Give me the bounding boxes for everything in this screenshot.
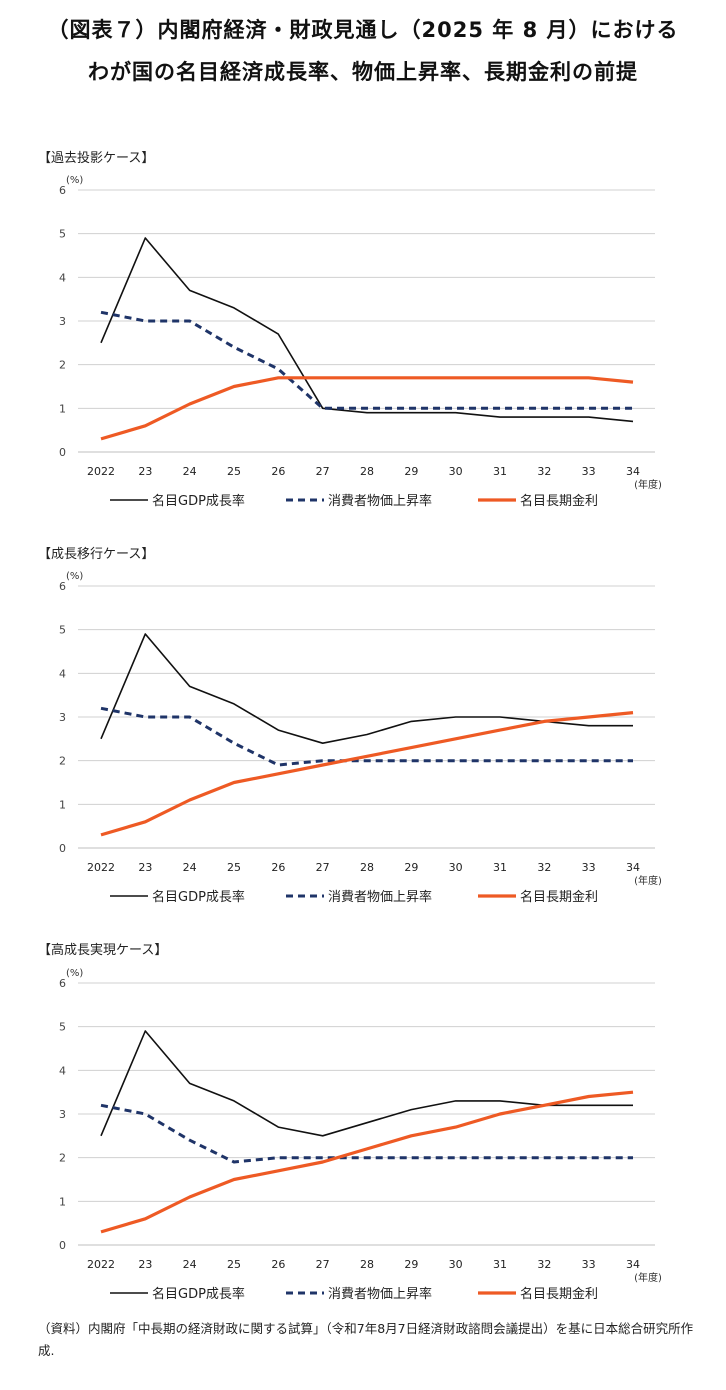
series-line-rate — [100, 711, 634, 837]
series-line-gdp — [100, 1030, 633, 1137]
legend-label-cpi: 消費者物価上昇率 — [328, 889, 432, 905]
y-tick-label: 5 — [59, 624, 66, 637]
x-tick-label: 31 — [493, 861, 507, 874]
y-tick-label: 1 — [59, 798, 66, 811]
legend-label-cpi: 消費者物価上昇率 — [328, 1286, 432, 1302]
x-tick-label: 32 — [537, 1258, 551, 1271]
y-tick-label: 2 — [59, 755, 66, 768]
y-unit-label: (%) — [66, 968, 83, 979]
series-line-gdp — [100, 633, 633, 744]
x-unit-label: (年度) — [634, 478, 662, 491]
x-tick-label: 24 — [183, 1258, 197, 1271]
legend-label-gdp: 名目GDP成長率 — [152, 493, 245, 509]
source-note: （資料）内閣府「中長期の経済財政に関する試算」（令和7年8月7日経済財政諮問会議… — [38, 1321, 694, 1358]
x-tick-label: 23 — [138, 1258, 152, 1271]
legend-label-cpi: 消費者物価上昇率 — [328, 493, 432, 509]
x-unit-label: (年度) — [634, 874, 662, 887]
x-tick-label: 33 — [582, 1258, 596, 1271]
x-tick-label: 27 — [316, 465, 330, 478]
y-tick-label: 6 — [59, 977, 66, 990]
panel-title-growth-transition: 【成長移行ケース】 — [38, 547, 155, 562]
y-tick-label: 0 — [59, 446, 66, 459]
x-tick-label: 2022 — [87, 465, 115, 478]
series-line-gdp — [100, 237, 634, 423]
x-tick-label: 30 — [449, 465, 463, 478]
y-tick-label: 5 — [59, 1021, 66, 1034]
x-tick-label: 33 — [582, 861, 596, 874]
x-tick-label: 2022 — [87, 861, 115, 874]
y-tick-label: 5 — [59, 228, 66, 241]
figure-title-line-1: （図表７）内閣府経済・財政見通し（2025 年 8 月）における — [47, 18, 679, 42]
series-line-cpi — [100, 310, 633, 410]
legend-label-gdp: 名目GDP成長率 — [152, 889, 245, 905]
y-tick-label: 4 — [59, 1064, 66, 1077]
y-tick-label: 2 — [59, 1152, 66, 1165]
x-tick-label: 28 — [360, 1258, 374, 1271]
y-tick-label: 1 — [59, 1195, 66, 1208]
x-tick-label: 30 — [449, 1258, 463, 1271]
x-tick-label: 34 — [626, 861, 640, 874]
series-line-cpi — [100, 1103, 633, 1164]
y-tick-label: 6 — [59, 580, 66, 593]
x-tick-label: 25 — [227, 1258, 241, 1271]
x-tick-label: 32 — [537, 465, 551, 478]
y-tick-label: 6 — [59, 184, 66, 197]
x-tick-label: 34 — [626, 465, 640, 478]
legend-label-rate: 名目長期金利 — [520, 493, 598, 509]
x-tick-label: 33 — [582, 465, 596, 478]
x-tick-label: 34 — [626, 1258, 640, 1271]
legend-label-rate: 名目長期金利 — [520, 889, 598, 905]
series-line-rate — [100, 376, 634, 441]
x-tick-label: 24 — [183, 861, 197, 874]
x-tick-label: 23 — [138, 861, 152, 874]
x-tick-label: 26 — [271, 1258, 285, 1271]
x-tick-label: 32 — [537, 861, 551, 874]
y-tick-label: 2 — [59, 359, 66, 372]
x-tick-label: 29 — [404, 465, 418, 478]
y-tick-label: 4 — [59, 271, 66, 284]
x-tick-label: 24 — [183, 465, 197, 478]
x-tick-label: 27 — [316, 1258, 330, 1271]
x-tick-label: 28 — [360, 861, 374, 874]
x-tick-label: 29 — [404, 861, 418, 874]
panel-title-past-projection: 【過去投影ケース】 — [38, 151, 155, 166]
x-tick-label: 30 — [449, 861, 463, 874]
y-tick-label: 0 — [59, 842, 66, 855]
y-tick-label: 4 — [59, 667, 66, 680]
x-tick-label: 26 — [271, 465, 285, 478]
legend-label-rate: 名目長期金利 — [520, 1286, 598, 1302]
y-tick-label: 3 — [59, 711, 66, 724]
y-tick-label: 3 — [59, 315, 66, 328]
x-tick-label: 26 — [271, 861, 285, 874]
x-tick-label: 25 — [227, 861, 241, 874]
y-tick-label: 1 — [59, 402, 66, 415]
legend-label-gdp: 名目GDP成長率 — [152, 1286, 245, 1302]
x-tick-label: 25 — [227, 465, 241, 478]
x-tick-label: 29 — [404, 1258, 418, 1271]
x-unit-label: (年度) — [634, 1271, 662, 1284]
figure-title-line-2: わが国の名目経済成長率、物価上昇率、長期金利の前提 — [88, 60, 638, 84]
x-tick-label: 23 — [138, 465, 152, 478]
x-tick-label: 31 — [493, 1258, 507, 1271]
x-tick-label: 2022 — [87, 1258, 115, 1271]
x-tick-label: 28 — [360, 465, 374, 478]
x-tick-label: 31 — [493, 465, 507, 478]
y-unit-label: (%) — [66, 571, 83, 582]
x-tick-label: 27 — [316, 861, 330, 874]
y-unit-label: (%) — [66, 175, 83, 186]
panel-title-high-growth: 【高成長実現ケース】 — [38, 943, 168, 958]
series-line-cpi — [100, 706, 633, 767]
y-tick-label: 3 — [59, 1108, 66, 1121]
y-tick-label: 0 — [59, 1239, 66, 1252]
series-line-rate — [100, 1090, 634, 1234]
